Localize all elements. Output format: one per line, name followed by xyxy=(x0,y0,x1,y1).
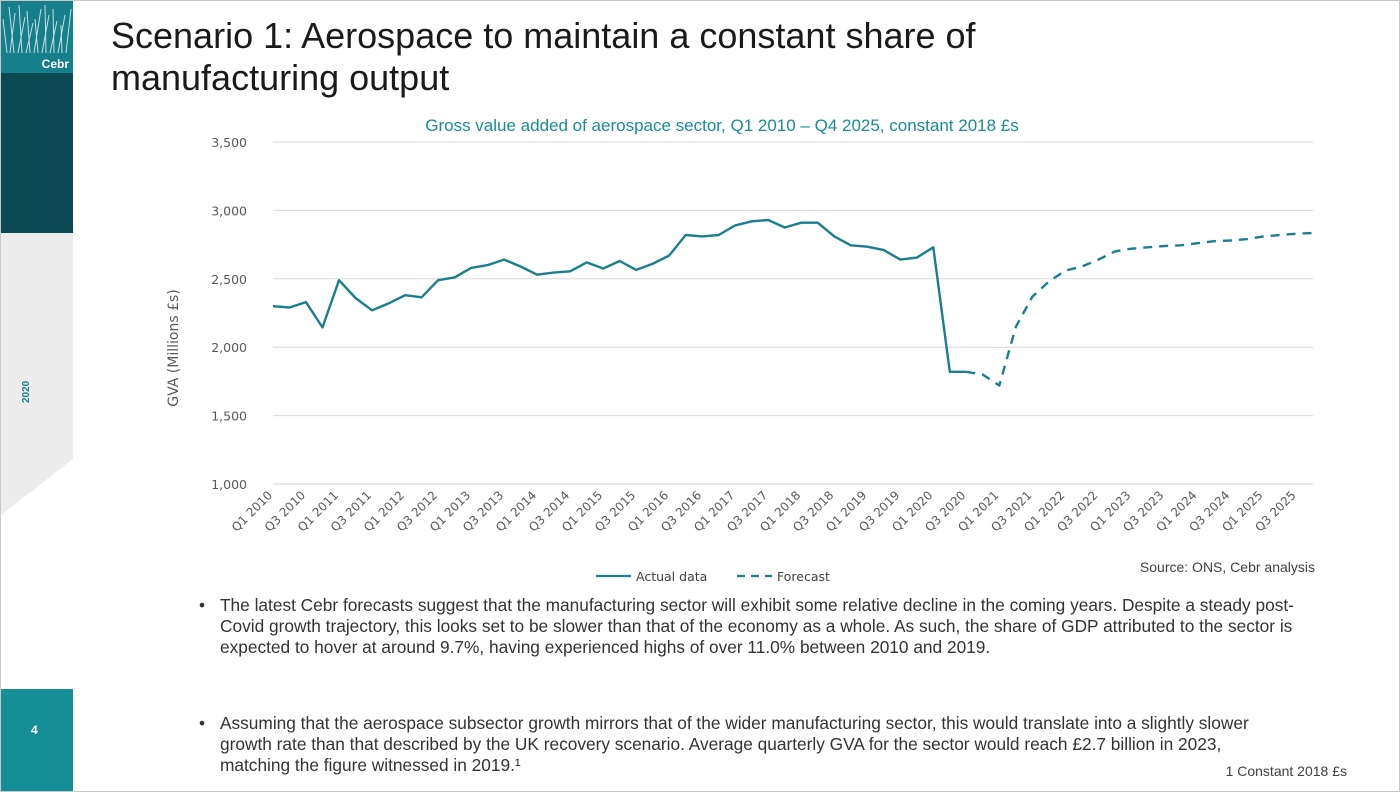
page-number-block xyxy=(1,689,73,791)
page-number: 4 xyxy=(31,723,38,737)
forecast-series-line xyxy=(966,231,1314,387)
y-tick-label: 1,500 xyxy=(211,409,247,424)
y-axis-label: GVA (Millions £s) xyxy=(166,289,182,407)
logo-text: Cebr xyxy=(41,57,69,71)
slide-title: Scenario 1: Aerospace to maintain a cons… xyxy=(111,15,976,98)
actual-series-line xyxy=(272,218,967,373)
legend-forecast-label: Forecast xyxy=(777,569,830,584)
y-tick-label: 3,000 xyxy=(211,203,247,218)
year-label: 2020 xyxy=(21,380,32,403)
y-tick-label: 3,500 xyxy=(211,135,247,150)
chart-legend: Actual data Forecast xyxy=(596,569,830,584)
bullet-symbol: • xyxy=(199,595,206,615)
chart-title: Gross value added of aerospace sector, Q… xyxy=(425,116,1019,135)
y-axis: 1,000 1,500 2,000 2,500 3,000 3,500 xyxy=(211,135,247,492)
bullet-text: The latest Cebr forecasts suggest that t… xyxy=(220,595,1294,657)
chart-source: Source: ONS, Cebr analysis xyxy=(1140,559,1315,575)
legend-actual-label: Actual data xyxy=(636,569,707,584)
y-tick-label: 2,000 xyxy=(211,340,247,355)
footnote: 1 Constant 2018 £s xyxy=(1225,763,1347,779)
grass-logo-icon xyxy=(2,4,72,54)
sidebar-arrow-shape xyxy=(1,233,73,515)
sidebar-dark-band xyxy=(1,73,73,233)
bullet-symbol: • xyxy=(199,713,206,733)
y-tick-label: 1,000 xyxy=(211,477,247,492)
bullet-text: Assuming that the aerospace subsector gr… xyxy=(220,713,1249,775)
gva-line-chart: Gross value added of aerospace sector, Q… xyxy=(166,116,1315,584)
chart-series xyxy=(272,218,1314,387)
chart-gridlines xyxy=(273,141,1313,485)
cebr-logo: Cebr xyxy=(1,1,73,73)
y-tick-label: 2,500 xyxy=(211,272,247,287)
